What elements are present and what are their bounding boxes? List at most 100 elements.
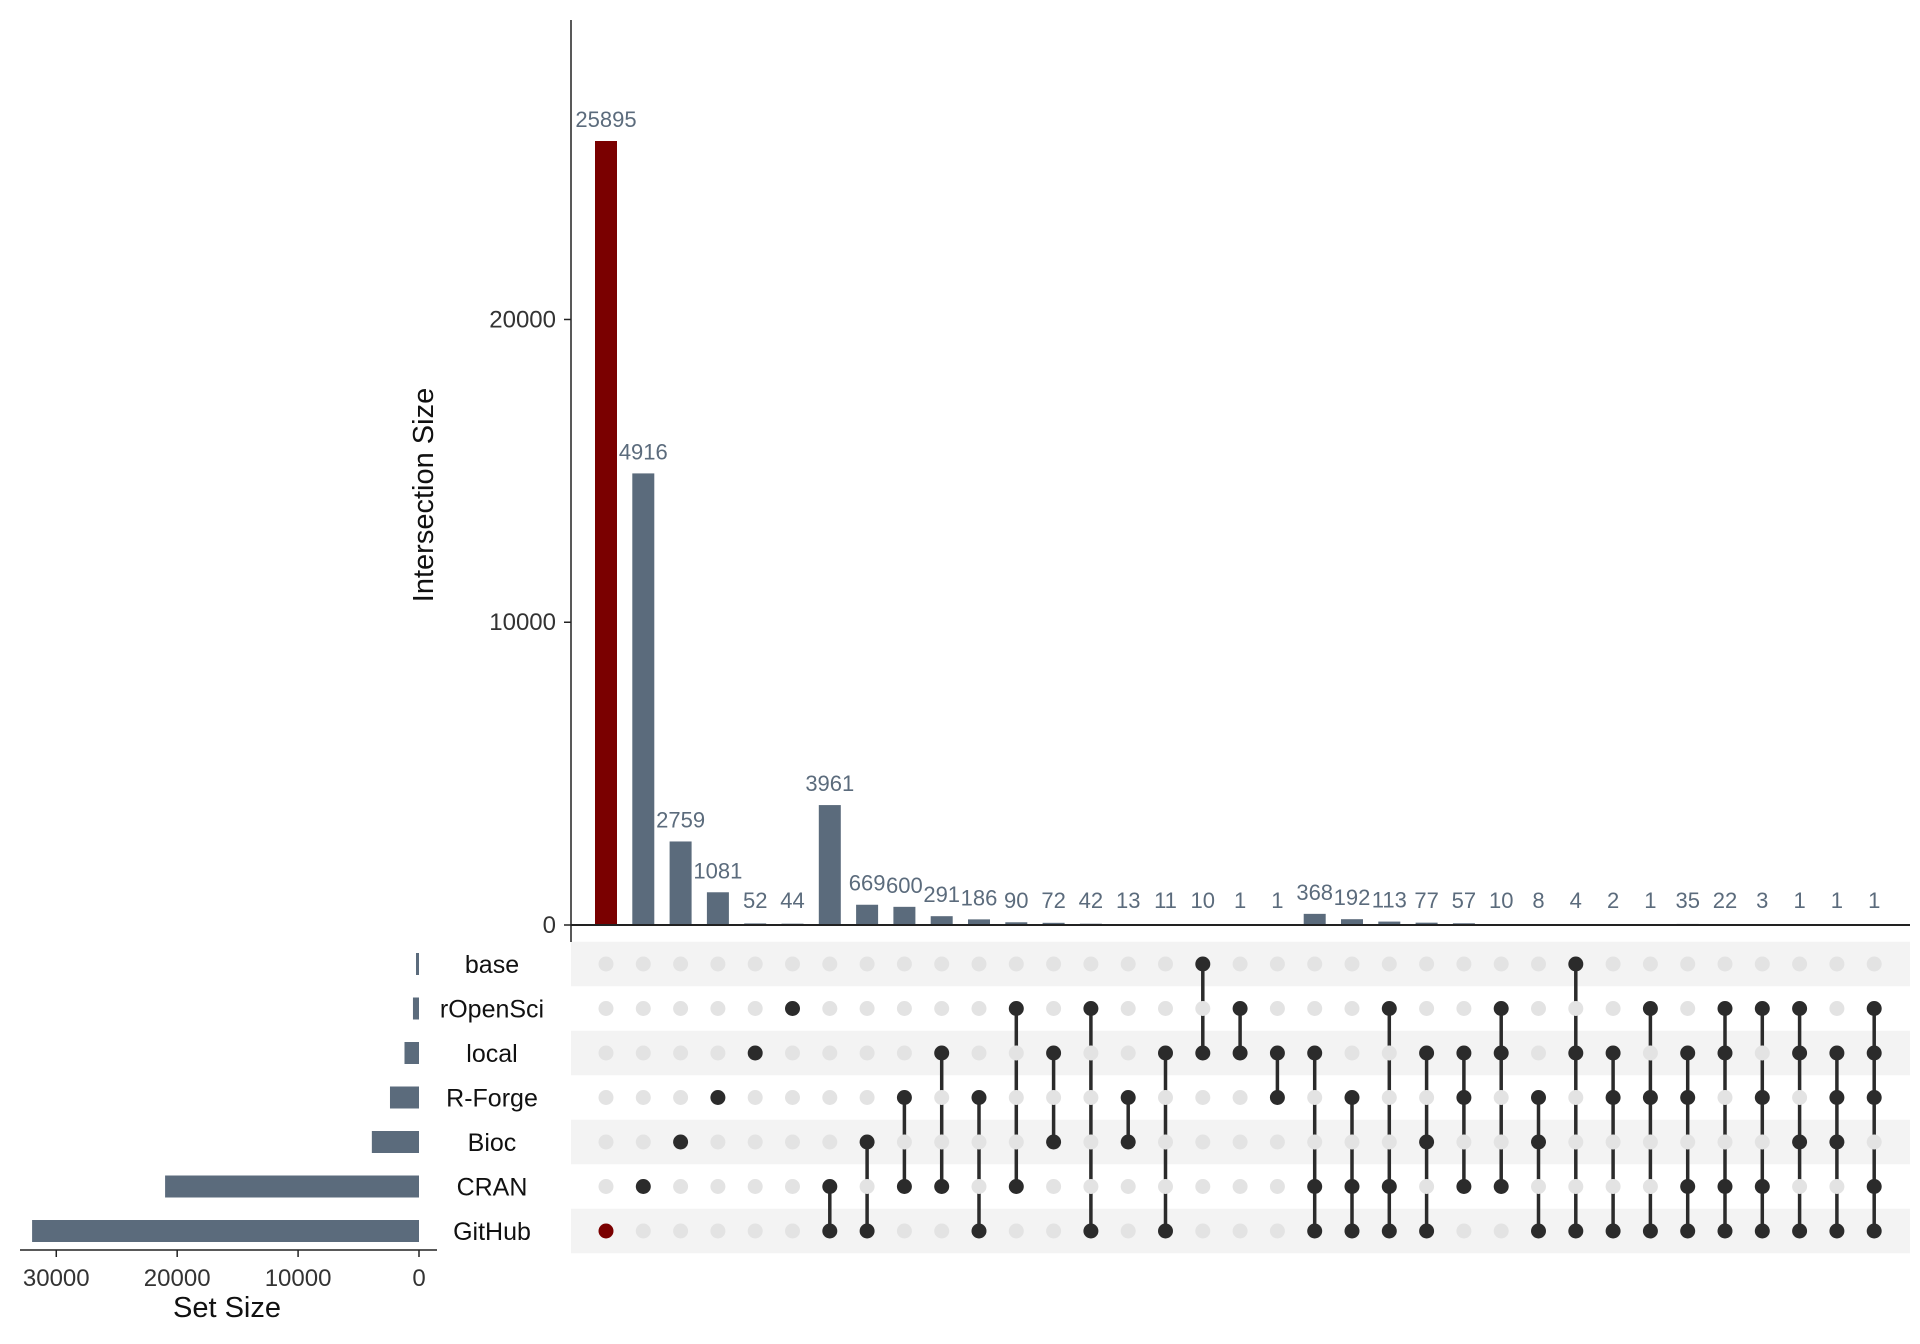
matrix-dot-active [1046, 1045, 1062, 1061]
intersection-bar [893, 906, 916, 925]
matrix-dot-active [1829, 1045, 1845, 1061]
matrix-dot-inactive [747, 1223, 763, 1239]
intersection-bar [632, 473, 655, 925]
set-size-bar-Bioc [371, 1131, 419, 1153]
y-tick-label: 0 [543, 912, 556, 939]
intersection-bar-label: 600 [886, 873, 923, 898]
matrix-dot-inactive [1046, 956, 1062, 972]
set-size-tick-label: 20000 [144, 1265, 211, 1292]
set-label-CRAN: CRAN [457, 1174, 528, 1202]
matrix-dot-inactive [1381, 1134, 1397, 1150]
matrix-dot-inactive [1531, 1001, 1546, 1016]
intersection-matrix [598, 956, 1882, 1239]
matrix-dot-inactive [1344, 956, 1360, 972]
intersection-bar-label: 10 [1191, 888, 1215, 913]
matrix-dot-active [1754, 1179, 1770, 1194]
intersection-bar [968, 919, 990, 925]
matrix-dot-inactive [971, 1001, 987, 1016]
matrix-dot-inactive [1120, 1001, 1136, 1016]
matrix-dot-active [1493, 1045, 1509, 1061]
matrix-dot-inactive [1829, 956, 1845, 972]
matrix-dot-active [1531, 1134, 1546, 1150]
matrix-dot-inactive [673, 1179, 689, 1194]
matrix-dot-active [1419, 1223, 1435, 1239]
matrix-dot-inactive [1493, 956, 1509, 972]
matrix-dot-inactive [1568, 1090, 1584, 1105]
matrix-dot-inactive [1419, 1001, 1435, 1016]
matrix-dot-active [1195, 956, 1211, 972]
matrix-dot-active [1456, 1179, 1472, 1194]
matrix-dot-inactive [1568, 1001, 1584, 1016]
matrix-dot-inactive [1792, 1090, 1808, 1105]
matrix-dot-inactive [1195, 1179, 1211, 1194]
matrix-dot-active [822, 1179, 838, 1194]
set-size-tick-label: 0 [412, 1265, 425, 1292]
matrix-dot-inactive [1531, 1045, 1546, 1061]
matrix-dot-active [1381, 1179, 1397, 1194]
matrix-dot-active [1083, 1001, 1099, 1016]
matrix-dot-inactive [1046, 1223, 1062, 1239]
matrix-dot-inactive [1083, 1134, 1099, 1150]
matrix-dot-inactive [822, 956, 838, 972]
matrix-dot-inactive [1866, 956, 1882, 972]
matrix-dot-inactive [1120, 1179, 1136, 1194]
matrix-dot-inactive [635, 956, 651, 972]
matrix-dot-inactive [635, 1090, 651, 1105]
matrix-dot-inactive [1754, 1045, 1770, 1061]
matrix-dot-inactive [1642, 1045, 1658, 1061]
matrix-dot-inactive [1642, 1134, 1658, 1150]
matrix-dot-inactive [747, 1090, 763, 1105]
matrix-dot-inactive [934, 1001, 950, 1016]
intersection-bar-label: 3 [1756, 888, 1768, 913]
matrix-dot-inactive [1344, 1045, 1360, 1061]
intersection-bar-label: 35 [1675, 888, 1699, 913]
matrix-dot-active [1754, 1090, 1770, 1105]
matrix-dot-inactive [673, 1045, 689, 1061]
matrix-dot-inactive [1269, 956, 1285, 972]
matrix-dot-active [1046, 1134, 1062, 1150]
matrix-dot-active [1419, 1045, 1435, 1061]
matrix-dot-inactive [1754, 1134, 1770, 1150]
matrix-dot-active [1866, 1223, 1882, 1239]
matrix-dot-active [1381, 1223, 1397, 1239]
matrix-dot-inactive [859, 956, 875, 972]
matrix-dot-active [1792, 1134, 1808, 1150]
matrix-dot-active [1344, 1179, 1360, 1194]
intersection-bar-label: 3961 [805, 771, 854, 796]
matrix-dot-active [635, 1179, 651, 1194]
matrix-dot-active [1008, 1179, 1024, 1194]
matrix-dot-inactive [747, 956, 763, 972]
intersection-bar-label: 669 [849, 871, 886, 896]
intersection-bar-label: 1 [1234, 888, 1246, 913]
matrix-dot-inactive [1232, 1090, 1248, 1105]
set-size-bars [32, 953, 419, 1242]
matrix-dot-inactive [1456, 1001, 1472, 1016]
matrix-dot-active [1120, 1134, 1136, 1150]
set-size-bar-CRAN [165, 1175, 419, 1198]
matrix-dot-inactive [1344, 1001, 1360, 1016]
matrix-dot-active [1419, 1134, 1435, 1150]
intersection-bar-label: 2759 [656, 807, 705, 832]
intersection-bar-label: 25895 [575, 107, 636, 132]
matrix-dot-active [1158, 1223, 1173, 1239]
matrix-dot-inactive [1456, 1223, 1472, 1239]
matrix-dot-inactive [1531, 956, 1546, 972]
matrix-dot-inactive [710, 1001, 726, 1016]
matrix-dot-active [934, 1045, 950, 1061]
matrix-dot-inactive [1307, 1090, 1323, 1105]
matrix-dot-active [1307, 1045, 1323, 1061]
matrix-dot-inactive [785, 956, 800, 972]
matrix-dot-active [1680, 1090, 1696, 1105]
matrix-dot-active [971, 1223, 987, 1239]
matrix-dot-active [1568, 956, 1584, 972]
matrix-dot-inactive [1568, 1134, 1584, 1150]
matrix-dot-inactive [1866, 1134, 1882, 1150]
matrix-dot-inactive [785, 1090, 800, 1105]
matrix-dot-inactive [1158, 1179, 1173, 1194]
matrix-dot-active [1195, 1045, 1211, 1061]
matrix-dot-inactive [934, 1223, 950, 1239]
matrix-dot-inactive [635, 1134, 651, 1150]
matrix-dot-inactive [1605, 956, 1621, 972]
intersection-bar-label: 1 [1644, 888, 1656, 913]
